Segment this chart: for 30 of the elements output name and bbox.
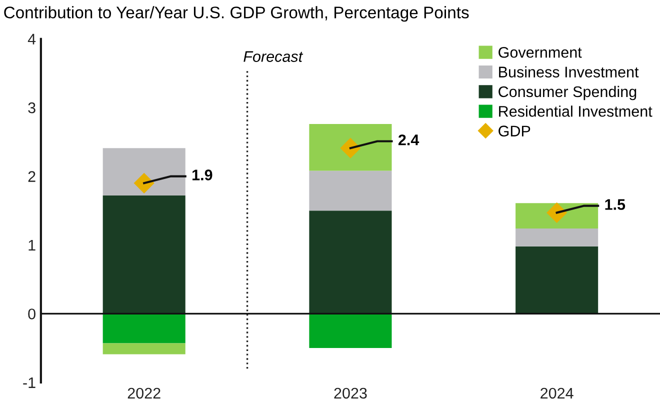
ref-line-label: Forecast (244, 51, 304, 62)
y-tick-label: 3 (28, 102, 36, 114)
data-label: 2.4 (398, 134, 420, 146)
bar (309, 210, 392, 314)
legend-label: Government (498, 46, 582, 58)
y-tick-label: 1 (28, 240, 36, 251)
bar (516, 246, 598, 314)
bar (102, 314, 186, 344)
data-label: 1.9 (192, 170, 212, 180)
bar (516, 228, 598, 246)
bar (309, 170, 392, 211)
legend-label: Residential Investment (499, 106, 652, 117)
bar (102, 196, 186, 314)
x-tick-label: 2023 (334, 388, 367, 399)
y-tick-label: 2 (28, 171, 36, 182)
bar (309, 314, 392, 348)
chart-title: Contribution to Year/Year U.S. GDP Growth, Percentage Points (4, 6, 469, 22)
y-tick-label: 4 (28, 34, 36, 44)
legend-label: GDP (498, 126, 530, 136)
point (134, 172, 154, 194)
y-tick-label: -1 (23, 377, 36, 388)
bar (102, 148, 186, 196)
data-label: 1.5 (605, 199, 626, 210)
bar (102, 343, 186, 354)
legend-label: Business Investment (499, 66, 639, 78)
legend-label: Consumer Spending (498, 86, 636, 100)
bar (309, 124, 392, 171)
x-tick-label: 2022 (128, 388, 160, 399)
y-tick-label: 0 (28, 308, 36, 320)
x-tick-label: 2024 (540, 388, 574, 399)
